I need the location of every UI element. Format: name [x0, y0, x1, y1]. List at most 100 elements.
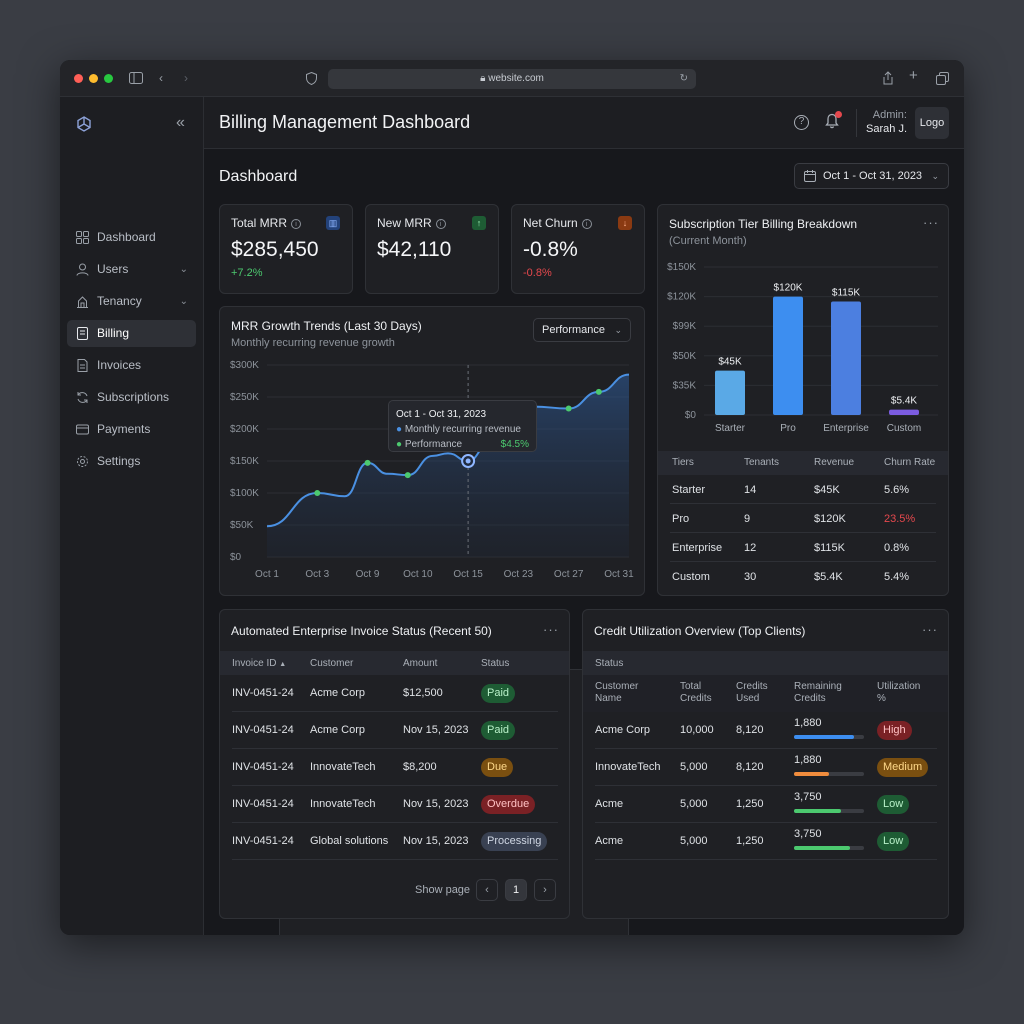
info-icon[interactable]: i — [581, 219, 592, 229]
next-page-button[interactable]: › — [534, 879, 556, 901]
date-range-picker[interactable]: Oct 1 - Oct 31, 2023 ⌄ — [794, 163, 949, 189]
data-point[interactable] — [364, 459, 371, 466]
table-row[interactable]: Acme 5,000 1,250 3,750 Low — [583, 786, 948, 823]
bullet-icon: ● — [396, 424, 405, 435]
column-header-invoice-id[interactable]: Invoice ID ▲ — [232, 658, 287, 669]
bar-value-label: $45K — [718, 357, 742, 368]
collapse-sidebar-icon[interactable]: « — [176, 114, 185, 131]
series-line — [266, 373, 630, 528]
utilization-bar — [794, 846, 864, 850]
table-cell: INV-0451-24 — [232, 798, 294, 810]
new-tab-icon[interactable]: + — [909, 67, 918, 84]
current-page-button[interactable]: 1 — [505, 879, 527, 901]
mrr-area-chart[interactable]: $0 $50K $100K $150K $200K $250K $300K Oct 1 Oct … — [220, 307, 646, 597]
bar-pro[interactable] — [773, 296, 803, 415]
column-header: Utilization% — [877, 681, 920, 705]
address-bar[interactable]: 🔒︎ website.com ↻ — [328, 69, 696, 89]
info-icon[interactable]: i — [291, 219, 302, 229]
sidebar-item-invoices[interactable]: Invoices — [67, 352, 196, 379]
tooltip-title: Oct 1 - Oct 31, 2023 — [396, 409, 487, 420]
bell-icon[interactable] — [825, 113, 839, 129]
url-text: website.com — [488, 73, 544, 84]
x-tick-label: Starter — [715, 423, 746, 434]
performance-select-label: Performance — [542, 324, 605, 336]
data-point[interactable] — [565, 405, 572, 412]
maximize-window-button[interactable] — [104, 74, 113, 83]
app-logo-icon[interactable] — [76, 116, 92, 132]
tier-bar-chart[interactable]: $0 $35K $50K $99K $120K $150K $45K Starter $120K… — [658, 205, 950, 445]
x-tick-label: Oct 15 — [453, 569, 483, 580]
help-icon[interactable]: ? — [794, 115, 809, 130]
sidebar-item-tenancy[interactable]: Tenancy ⌄ — [67, 288, 196, 315]
table-row[interactable]: InnovateTech 5,000 8,120 1,880 Medium — [583, 749, 948, 786]
back-icon[interactable]: ‹ — [159, 71, 163, 85]
table-row[interactable]: INV-0451-24 InnovateTech Nov 15, 2023 Overd… — [220, 786, 569, 823]
table-row[interactable]: INV-0451-24 Global solutions Nov 15, 2023 P… — [220, 823, 569, 860]
logo-button[interactable]: Logo — [915, 107, 949, 139]
info-icon[interactable]: i — [435, 219, 446, 229]
row-divider — [232, 748, 558, 749]
sidebar-item-payments[interactable]: Payments — [67, 416, 196, 443]
data-point[interactable] — [404, 472, 411, 479]
table-row[interactable]: Acme Corp 10,000 8,120 1,880 High — [583, 712, 948, 749]
table-row[interactable]: Acme 5,000 1,250 3,750 Low — [583, 823, 948, 860]
close-window-button[interactable] — [74, 74, 83, 83]
column-header: Customer — [310, 658, 354, 669]
table-cell: $120K — [814, 513, 846, 525]
table-cell: Global solutions — [310, 835, 389, 847]
utilization-badge: High — [877, 721, 912, 740]
performance-select[interactable]: Performance ⌄ — [533, 318, 631, 342]
table-row[interactable]: INV-0451-24 InnovateTech $8,200 Due — [220, 749, 569, 786]
sidebar-item-label: Payments — [97, 422, 151, 436]
sidebar-item-label: Invoices — [97, 358, 142, 372]
tabs-overview-icon[interactable] — [936, 72, 949, 85]
app-title: Billing Management Dashboard — [219, 112, 471, 132]
sidebar-item-subscriptions[interactable]: Subscriptions — [67, 384, 196, 411]
y-tick-label: $300K — [230, 360, 259, 371]
reload-icon[interactable]: ↻ — [679, 73, 688, 84]
table-cell: 8,120 — [736, 761, 764, 773]
table-cell: Nov 15, 2023 — [403, 798, 469, 810]
sidebar-item-users[interactable]: Users ⌄ — [67, 256, 196, 283]
invoice-status-card: Automated Enterprise Invoice Status (Rec… — [219, 609, 570, 919]
status-badge: Overdue — [481, 795, 536, 814]
utilization-bar-fill — [794, 846, 850, 850]
share-icon[interactable] — [882, 71, 894, 85]
forward-icon[interactable]: › — [184, 71, 188, 85]
chart-tooltip: Oct 1 - Oct 31, 2023 ● Monthly recurring… — [388, 400, 537, 452]
more-icon[interactable]: ··· — [922, 622, 938, 637]
table-row[interactable]: INV-0451-24 Acme Corp $12,500 Paid — [220, 675, 569, 712]
data-point[interactable] — [314, 490, 321, 496]
status-badge: Processing — [481, 832, 548, 851]
row-divider — [670, 532, 936, 533]
sidebar-item-settings[interactable]: Settings — [67, 448, 196, 475]
tier-card-title: Subscription Tier Billing Breakdown — [669, 217, 858, 231]
users-icon — [76, 263, 89, 276]
more-icon[interactable]: ··· — [543, 622, 559, 637]
admin-info[interactable]: Admin: Sarah J. — [866, 108, 907, 136]
prev-page-button[interactable]: ‹ — [476, 879, 498, 901]
data-point[interactable] — [595, 388, 602, 395]
table-cell: 1,250 — [736, 835, 764, 847]
bar-starter[interactable] — [715, 370, 745, 415]
bar-enterprise[interactable] — [831, 301, 861, 415]
shield-icon[interactable] — [306, 72, 317, 85]
sidebar: « Dashboard Users ⌄ Tenancy ⌄ Billing In… — [60, 97, 204, 935]
utilization-bar-fill — [794, 772, 829, 776]
minimize-window-button[interactable] — [89, 74, 98, 83]
sidebar-item-dashboard[interactable]: Dashboard — [67, 224, 196, 251]
bar-custom[interactable] — [889, 409, 919, 415]
x-tick-label: Oct 23 — [504, 569, 534, 580]
column-header: Tiers — [672, 457, 694, 468]
table-row[interactable]: INV-0451-24 Acme Corp Nov 15, 2023 Paid — [220, 712, 569, 749]
chevron-down-icon: ⌄ — [179, 296, 188, 307]
sidebar-item-billing[interactable]: Billing — [67, 320, 196, 347]
credit-status-bar: Status — [583, 651, 948, 675]
table-cell: Enterprise — [672, 542, 723, 554]
kpi-card-total-mrr: Total MRR i ▥ $285,450 +7.2% — [219, 204, 353, 294]
y-tick-label: $35K — [673, 380, 697, 391]
sidebar-toggle-icon[interactable] — [129, 72, 143, 84]
page-title: Dashboard — [219, 168, 298, 185]
more-icon[interactable]: ··· — [923, 215, 939, 230]
x-tick-label: Oct 9 — [356, 569, 380, 580]
